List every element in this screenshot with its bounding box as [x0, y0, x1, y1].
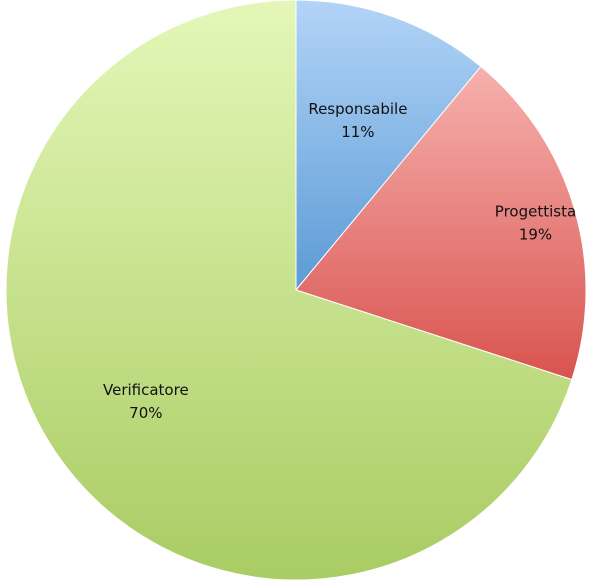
slice-label-responsabile: Responsabile [308, 100, 407, 118]
slice-percent-verificatore: 70% [129, 404, 162, 422]
slice-label-verificatore: Verificatore [103, 381, 189, 399]
slice-percent-responsabile: 11% [341, 123, 374, 141]
slice-label-progettista: Progettista [495, 202, 576, 220]
slice-percent-progettista: 19% [519, 225, 552, 243]
